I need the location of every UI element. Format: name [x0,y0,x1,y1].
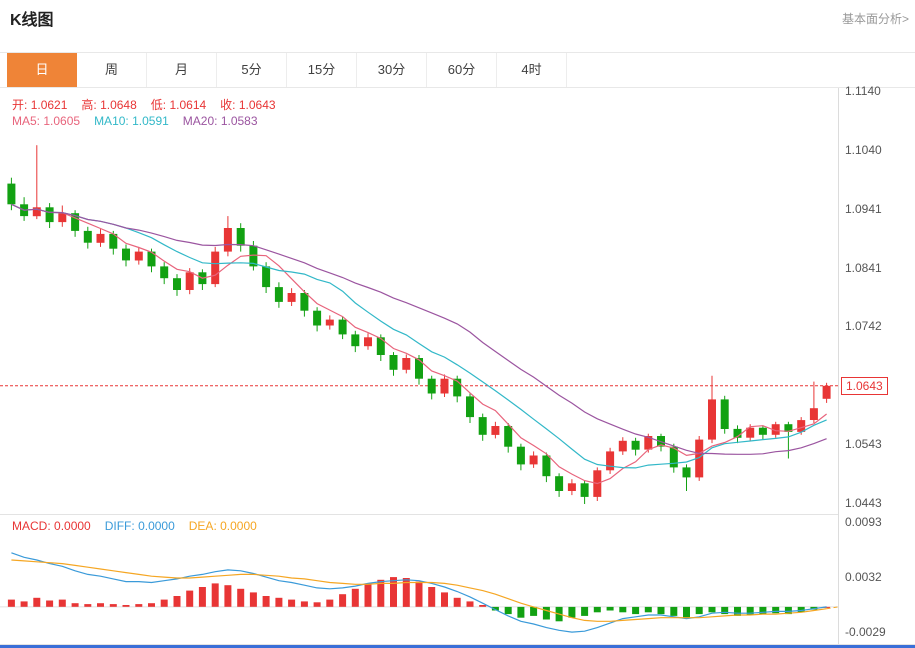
page-title: K线图 [10,12,54,29]
diff-label: DIFF: [104,519,135,533]
ohlc-low-value: 1.0614 [169,98,207,112]
ohlc-high: 高: 1.0648 [81,96,136,113]
diff-legend: DIFF: 0.0000 [105,519,175,533]
tab-4hour[interactable]: 4时 [497,53,567,87]
price-axis-label: 1.0841 [845,261,882,275]
dea-legend: DEA: 0.0000 [189,519,257,533]
page-header: K线图 基本面分析> [0,0,915,30]
ohlc-open-value: 1.0621 [30,98,68,112]
price-axis-label: 1.0543 [845,437,882,451]
price-axis-label: 1.1040 [845,143,882,157]
macd-panel-divider [0,514,915,515]
ohlc-low: 低: 1.0614 [151,96,206,113]
ma10-label: MA10: [94,114,129,128]
ohlc-high-value: 1.0648 [100,98,137,112]
tab-week[interactable]: 周 [77,53,147,87]
ma20-label: MA20: [182,114,218,128]
price-axis-label: 1.1140 [845,84,881,98]
ma10-value: 1.0591 [132,114,169,128]
candlestick-chart[interactable] [0,88,838,514]
tab-30min[interactable]: 30分 [357,53,427,87]
ma10-legend: MA10: 1.0591 [94,114,169,128]
ohlc-open-label: 开: [12,98,28,112]
period-tabbar: 日 周 月 5分 15分 30分 60分 4时 [0,52,915,88]
ma5-legend: MA5: 1.0605 [12,114,80,128]
ma20-value: 1.0583 [220,114,258,128]
fundamental-analysis-link[interactable]: 基本面分析> [841,12,909,26]
ma5-label: MA5: [12,114,41,128]
price-axis-label: 1.0941 [845,202,882,216]
macd-axis-label: 0.0032 [845,570,882,584]
ohlc-legend: 开: 1.0621 高: 1.0648 低: 1.0614 收: 1.0643 [12,96,276,113]
macd-value-legend: MACD: 0.0000 [12,519,91,533]
ohlc-close: 收: 1.0643 [220,96,275,113]
tab-60min[interactable]: 60分 [427,53,497,87]
macd-legend: MACD: 0.0000 DIFF: 0.0000 DEA: 0.0000 [12,519,257,533]
tab-month[interactable]: 月 [147,53,217,87]
ohlc-high-label: 高: [81,98,97,112]
bottom-divider [0,644,915,645]
dea-label: DEA: [188,519,217,533]
macd-chart[interactable] [0,515,838,645]
macd-axis-label: 0.0093 [845,515,882,529]
ohlc-close-label: 收: [220,98,236,112]
macd-label: MACD: [12,519,51,533]
price-axis-label: 1.0443 [845,496,882,510]
ohlc-open: 开: 1.0621 [12,96,67,113]
current-price-tag: 1.0643 [841,377,888,395]
dea-value: 0.0000 [220,519,257,533]
ohlc-low-label: 低: [150,98,167,112]
tab-5min[interactable]: 5分 [217,53,287,87]
price-axis: 1.1140 1.1040 1.0941 1.0841 1.0742 1.0643 1.05… [838,84,915,645]
macd-axis-label: -0.0029 [845,625,886,639]
ma-legend: MA5: 1.0605 MA10: 1.0591 MA20: 1.0583 [12,114,258,128]
horizontal-scrollbar[interactable] [0,645,915,648]
tab-day[interactable]: 日 [7,53,77,87]
ma20-legend: MA20: 1.0583 [183,114,258,128]
diff-value: 0.0000 [138,519,175,533]
macd-value: 0.0000 [54,519,91,533]
tab-15min[interactable]: 15分 [287,53,357,87]
price-axis-label: 1.0742 [845,319,882,333]
ohlc-close-value: 1.0643 [238,98,276,112]
ma5-value: 1.0605 [43,114,81,128]
